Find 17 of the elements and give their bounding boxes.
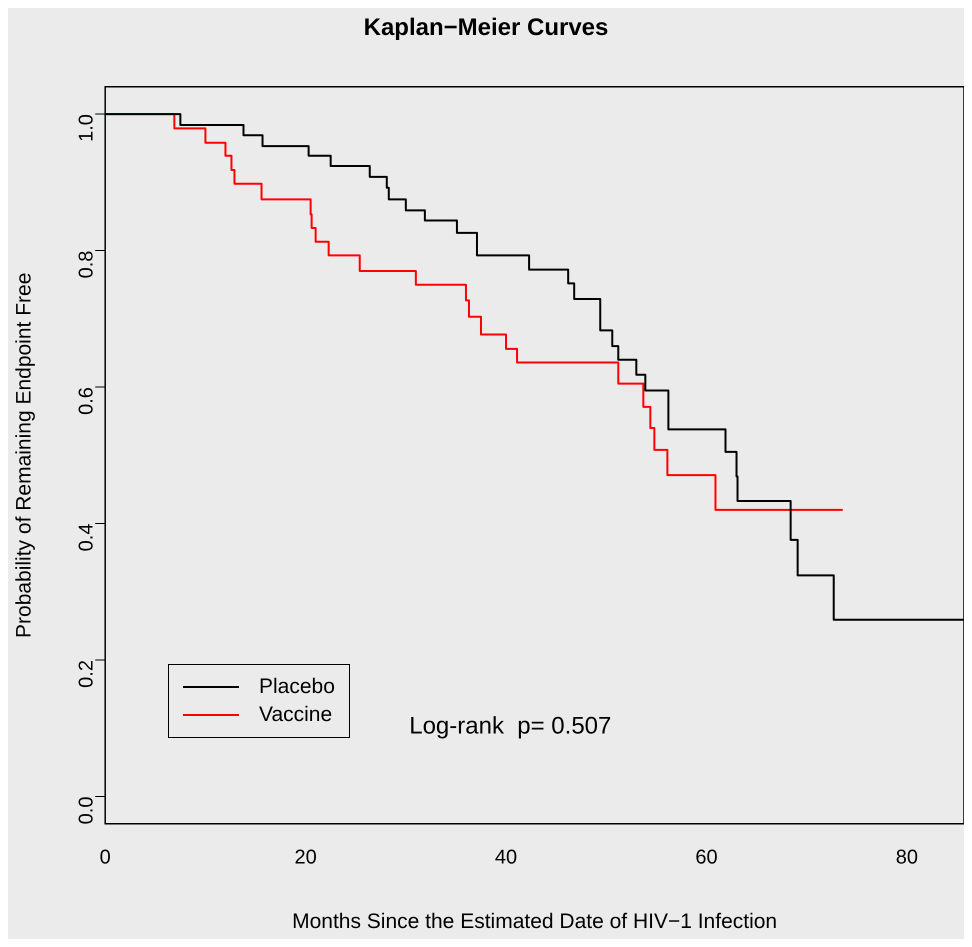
chart-title: Kaplan−Meier Curves [364, 14, 608, 42]
y-tick-label: 0.8 [76, 250, 98, 278]
legend-label: Placebo [259, 674, 335, 700]
y-tick-label: 1.0 [76, 114, 98, 142]
annotation: Log-rank p= 0.507 [409, 712, 612, 740]
x-tick-label: 40 [494, 846, 518, 868]
y-tick-label: 0.2 [76, 660, 98, 688]
x-tick-label: 60 [695, 846, 718, 868]
x-tick-label: 80 [896, 846, 918, 868]
x-axis-title: Months Since the Estimated Date of HIV−1 Infection [292, 910, 778, 934]
legend-label: Vaccine [259, 702, 332, 728]
x-tick-label: 0 [100, 846, 111, 868]
y-tick-label: 0.6 [76, 387, 98, 415]
x-tick-label: 20 [294, 846, 317, 868]
y-tick-label: 0.4 [76, 524, 98, 552]
y-tick-label: 0.0 [76, 796, 98, 824]
y-axis-title: Probability of Remaining Endpoint Free [12, 272, 36, 638]
